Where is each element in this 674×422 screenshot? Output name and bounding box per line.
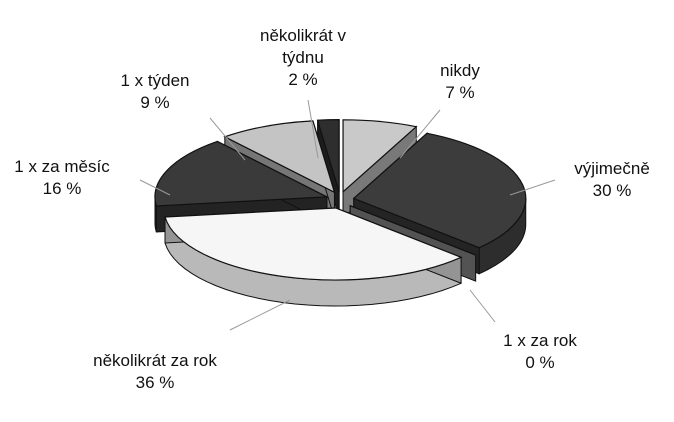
value-label: 30 % (592, 181, 632, 200)
leader-line (209, 117, 246, 161)
leader-line (509, 179, 556, 196)
category-name: 1 x týden (120, 71, 190, 90)
slice-top (154, 140, 330, 207)
category-name: 1 x za rok (503, 331, 577, 350)
leader-line (469, 289, 496, 323)
slice-label: několikrát v týdnu 2 % (256, 25, 351, 91)
category-name: 1 x za měsíc (14, 157, 110, 176)
pie-slice (164, 207, 463, 307)
slice-label: několikrát za rok 36 % (85, 350, 225, 394)
value-label: 9 % (140, 93, 170, 112)
value-label: 36 % (135, 373, 175, 392)
slice-top (164, 207, 463, 281)
category-name: výjimečně (574, 159, 650, 178)
slice-label: výjimečně 30 % (557, 158, 667, 202)
slice-top (352, 132, 527, 249)
slice-label: 1 x za měsíc 16 % (0, 156, 127, 200)
slice-label: 1 x týden 9 % (105, 70, 205, 114)
slice-top (223, 120, 336, 194)
leader-line (139, 179, 171, 196)
value-label: 16 % (42, 179, 82, 198)
value-label: 2 % (288, 70, 318, 89)
category-name: nikdy (440, 61, 480, 80)
slice-label: 1 x za rok 0 % (490, 330, 590, 374)
category-name: několikrát za rok (93, 351, 217, 370)
slice-top (342, 119, 418, 194)
slice-label: nikdy 7 % (420, 60, 500, 104)
leader-line (229, 299, 291, 331)
slice-top (316, 119, 340, 192)
leader-line (399, 109, 441, 159)
value-label: 0 % (525, 353, 555, 372)
leader-line (307, 99, 319, 159)
category-name: několikrát v týdnu (260, 26, 346, 67)
value-label: 7 % (445, 83, 475, 102)
